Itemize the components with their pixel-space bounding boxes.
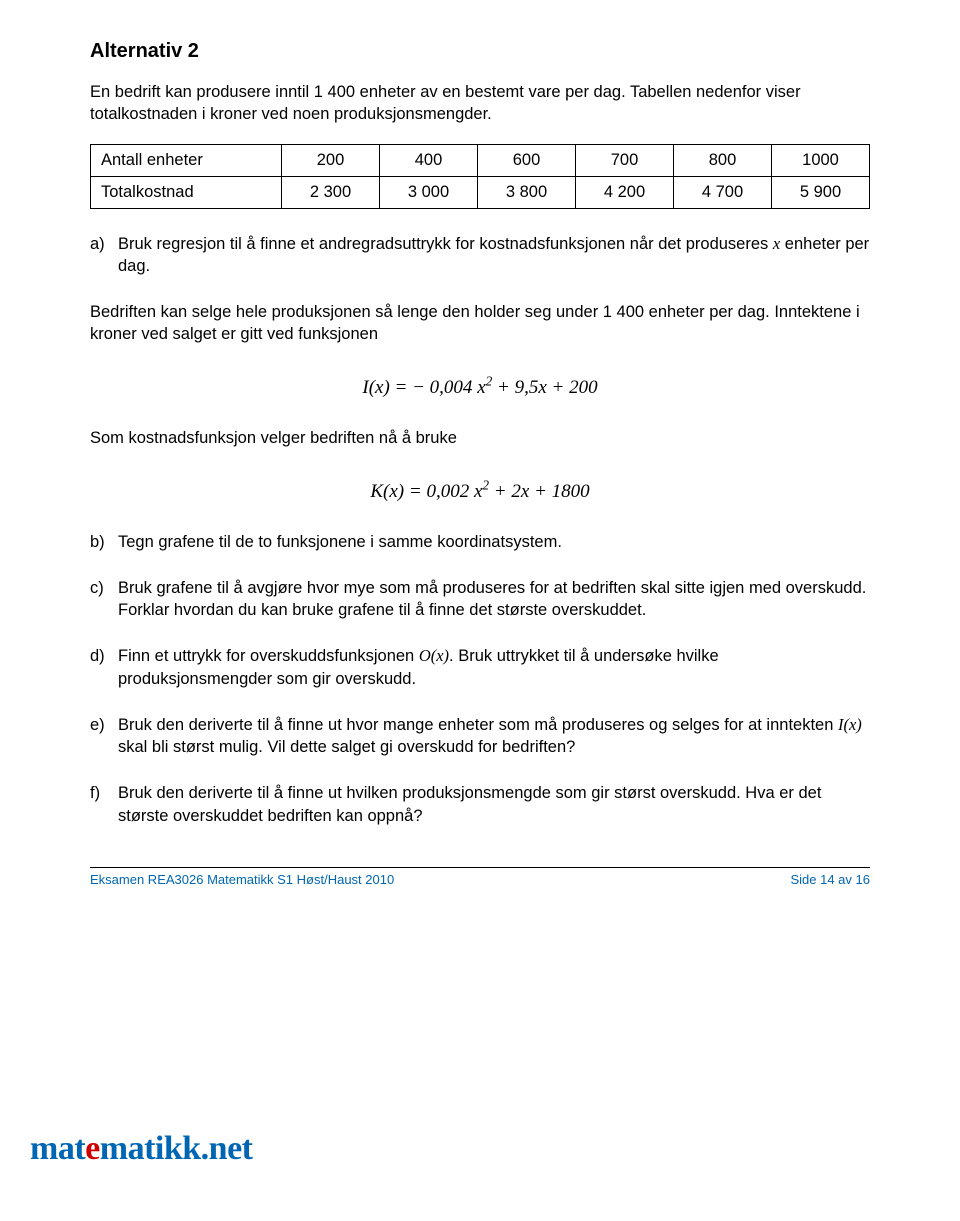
logo-text: matikk bbox=[100, 1130, 201, 1167]
page-footer: Eksamen REA3026 Matematikk S1 Høst/Haust… bbox=[90, 867, 870, 887]
task-d: d) Finn et uttrykk for overskuddsfunksjo… bbox=[90, 645, 870, 690]
task-marker: e) bbox=[90, 714, 105, 736]
paragraph: Som kostnadsfunksjon velger bedriften nå… bbox=[90, 427, 870, 449]
table-row: Antall enheter 200 400 600 700 800 1000 bbox=[91, 144, 870, 176]
task-text: Finn et uttrykk for overskuddsfunksjonen bbox=[118, 647, 419, 665]
table-cell: 3 800 bbox=[478, 176, 576, 208]
task-marker: a) bbox=[90, 233, 105, 255]
table-cell: 5 900 bbox=[772, 176, 870, 208]
table-cell: 700 bbox=[576, 144, 674, 176]
task-marker: d) bbox=[90, 645, 105, 667]
table-cell: 600 bbox=[478, 144, 576, 176]
task-marker: c) bbox=[90, 577, 104, 599]
site-logo: matematikk.net bbox=[30, 1130, 253, 1167]
math-variable: O(x) bbox=[419, 646, 449, 665]
task-c: c) Bruk grafene til å avgjøre hvor mye s… bbox=[90, 577, 870, 622]
table-cell: 4 700 bbox=[674, 176, 772, 208]
formula-text: I(x) = − 0,004 x2 + 9,5x + 200 bbox=[362, 377, 597, 398]
task-f: f) Bruk den deriverte til å finne ut hvi… bbox=[90, 782, 870, 827]
cost-table: Antall enheter 200 400 600 700 800 1000 … bbox=[90, 144, 870, 209]
intro-paragraph: En bedrift kan produsere inntil 1 400 en… bbox=[90, 81, 870, 126]
task-text: Bruk regresjon til å finne et andregrads… bbox=[118, 235, 773, 253]
row-label: Antall enheter bbox=[91, 144, 282, 176]
task-a: a) Bruk regresjon til å finne et andregr… bbox=[90, 233, 870, 278]
paragraph: Bedriften kan selge hele produksjonen så… bbox=[90, 301, 870, 346]
footer-left: Eksamen REA3026 Matematikk S1 Høst/Haust… bbox=[90, 872, 394, 887]
table-cell: 3 000 bbox=[380, 176, 478, 208]
task-text: Bruk den deriverte til å finne ut hvor m… bbox=[118, 716, 838, 734]
math-variable: I(x) bbox=[838, 715, 862, 734]
task-marker: f) bbox=[90, 782, 100, 804]
formula-text: K(x) = 0,002 x2 + 2x + 1800 bbox=[370, 481, 589, 502]
table-cell: 400 bbox=[380, 144, 478, 176]
task-text: skal bli størst mulig. Vil dette salget … bbox=[118, 738, 575, 756]
logo-red-letter: e bbox=[85, 1130, 100, 1168]
table-cell: 200 bbox=[282, 144, 380, 176]
logo-dotnet: .net bbox=[201, 1130, 253, 1167]
table-cell: 2 300 bbox=[282, 176, 380, 208]
table-row: Totalkostnad 2 300 3 000 3 800 4 200 4 7… bbox=[91, 176, 870, 208]
page-title: Alternativ 2 bbox=[90, 40, 870, 63]
task-text: Tegn grafene til de to funksjonene i sam… bbox=[118, 533, 562, 551]
logo-bar: matematikk.net bbox=[0, 1120, 960, 1188]
task-e: e) Bruk den deriverte til å finne ut hvo… bbox=[90, 714, 870, 759]
formula-I: I(x) = − 0,004 x2 + 9,5x + 200 bbox=[90, 374, 870, 399]
table-cell: 1000 bbox=[772, 144, 870, 176]
table-cell: 4 200 bbox=[576, 176, 674, 208]
task-list: a) Bruk regresjon til å finne et andregr… bbox=[90, 233, 870, 278]
row-label: Totalkostnad bbox=[91, 176, 282, 208]
task-marker: b) bbox=[90, 531, 105, 553]
formula-K: K(x) = 0,002 x2 + 2x + 1800 bbox=[90, 477, 870, 502]
table-cell: 800 bbox=[674, 144, 772, 176]
task-text: Bruk den deriverte til å finne ut hvilke… bbox=[118, 784, 821, 824]
logo-text: mat bbox=[30, 1130, 85, 1167]
task-b: b) Tegn grafene til de to funksjonene i … bbox=[90, 531, 870, 553]
task-text: Bruk grafene til å avgjøre hvor mye som … bbox=[118, 579, 866, 619]
footer-right: Side 14 av 16 bbox=[790, 872, 870, 887]
task-list: b) Tegn grafene til de to funksjonene i … bbox=[90, 531, 870, 827]
exam-page: Alternativ 2 En bedrift kan produsere in… bbox=[0, 0, 960, 1120]
